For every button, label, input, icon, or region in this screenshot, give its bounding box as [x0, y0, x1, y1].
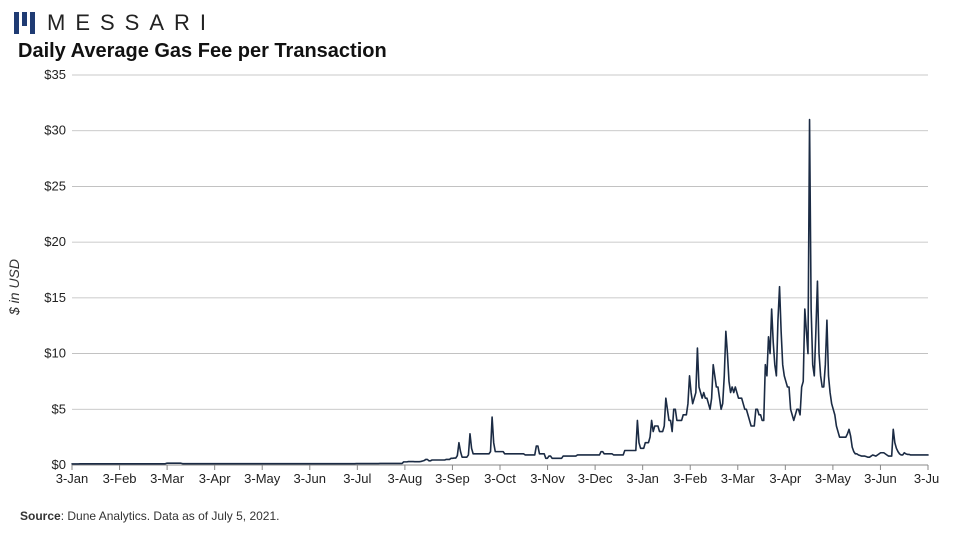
- svg-text:3-Apr: 3-Apr: [199, 471, 231, 486]
- svg-text:3-Jan: 3-Jan: [626, 471, 659, 486]
- line-chart: $5$10$15$20$25$30$35$03-Jan3-Feb3-Mar3-A…: [20, 67, 940, 507]
- svg-text:$0: $0: [52, 457, 66, 472]
- svg-text:3-Mar: 3-Mar: [721, 471, 756, 486]
- gas-fee-line: [72, 120, 928, 464]
- svg-text:3-Oct: 3-Oct: [484, 471, 516, 486]
- svg-text:$10: $10: [44, 346, 66, 361]
- svg-text:$5: $5: [52, 401, 66, 416]
- messari-logo-icon: [14, 12, 35, 34]
- brand-row: MESSARI: [14, 10, 946, 36]
- source-text: : Dune Analytics. Data as of July 5, 202…: [61, 509, 280, 523]
- svg-text:3-Jun: 3-Jun: [864, 471, 897, 486]
- svg-text:3-Jul: 3-Jul: [914, 471, 940, 486]
- y-axis-label: $ in USD: [6, 259, 22, 315]
- brand-name: MESSARI: [47, 10, 216, 36]
- svg-text:3-Nov: 3-Nov: [530, 471, 565, 486]
- svg-text:$25: $25: [44, 178, 66, 193]
- svg-text:$30: $30: [44, 123, 66, 138]
- svg-text:3-May: 3-May: [244, 471, 281, 486]
- svg-text:3-Feb: 3-Feb: [673, 471, 707, 486]
- source-label: Source: [20, 509, 61, 523]
- svg-text:3-Aug: 3-Aug: [388, 471, 423, 486]
- svg-text:3-May: 3-May: [815, 471, 852, 486]
- svg-text:3-Feb: 3-Feb: [103, 471, 137, 486]
- svg-text:3-Apr: 3-Apr: [769, 471, 801, 486]
- chart-title: Daily Average Gas Fee per Transaction: [18, 40, 946, 63]
- page-root: MESSARI Daily Average Gas Fee per Transa…: [0, 0, 960, 542]
- svg-text:$15: $15: [44, 290, 66, 305]
- source-line: Source: Dune Analytics. Data as of July …: [20, 509, 946, 523]
- svg-text:3-Jul: 3-Jul: [343, 471, 371, 486]
- svg-text:3-Sep: 3-Sep: [435, 471, 470, 486]
- svg-text:3-Dec: 3-Dec: [578, 471, 613, 486]
- svg-text:3-Jan: 3-Jan: [56, 471, 89, 486]
- svg-text:3-Mar: 3-Mar: [150, 471, 185, 486]
- svg-text:3-Jun: 3-Jun: [294, 471, 327, 486]
- svg-text:$20: $20: [44, 234, 66, 249]
- chart-container: $ in USD $5$10$15$20$25$30$35$03-Jan3-Fe…: [20, 67, 940, 507]
- svg-text:$35: $35: [44, 67, 66, 82]
